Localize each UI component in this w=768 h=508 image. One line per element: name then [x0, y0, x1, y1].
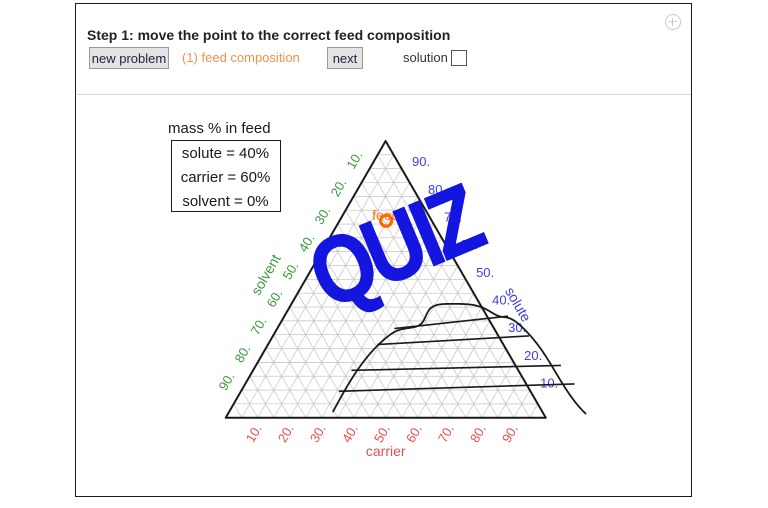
svg-text:20.: 20.	[275, 422, 297, 445]
svg-text:40.: 40.	[339, 422, 361, 445]
svg-text:90.: 90.	[412, 154, 430, 169]
svg-text:50.: 50.	[371, 422, 393, 445]
svg-text:20.: 20.	[327, 176, 349, 199]
svg-text:80.: 80.	[232, 342, 254, 365]
svg-text:10.: 10.	[343, 148, 365, 171]
svg-text:90.: 90.	[499, 422, 521, 445]
svg-text:10.: 10.	[243, 422, 265, 445]
svg-text:10.: 10.	[540, 376, 558, 391]
svg-text:90.: 90.	[216, 370, 238, 393]
svg-text:carrier: carrier	[366, 443, 406, 459]
svg-text:60.: 60.	[403, 422, 425, 445]
svg-text:70.: 70.	[435, 422, 457, 445]
svg-text:30.: 30.	[307, 422, 329, 445]
svg-text:20.: 20.	[524, 348, 542, 363]
svg-text:60.: 60.	[263, 287, 285, 310]
svg-text:80.: 80.	[467, 422, 489, 445]
svg-text:50.: 50.	[279, 259, 301, 282]
svg-text:70.: 70.	[247, 314, 269, 337]
